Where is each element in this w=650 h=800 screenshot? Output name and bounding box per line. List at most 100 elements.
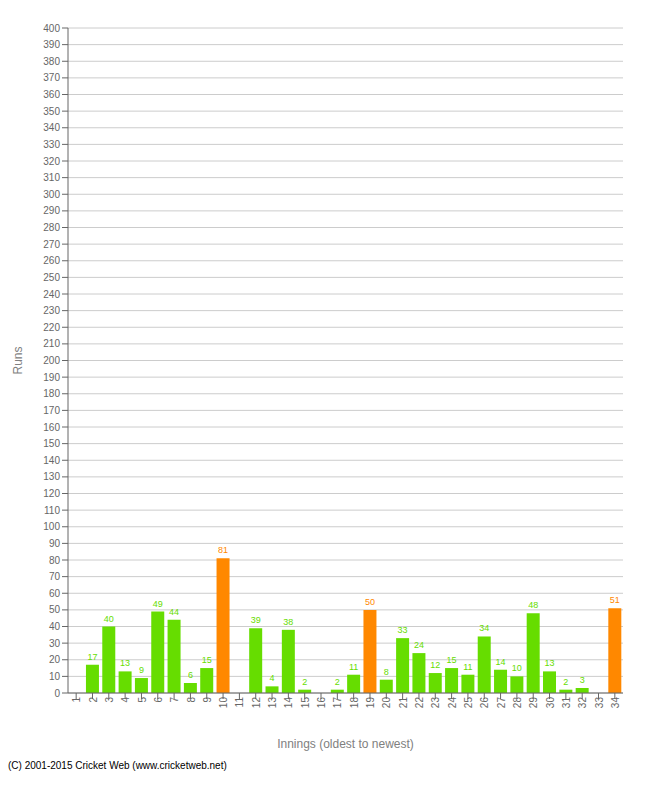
svg-text:6: 6 xyxy=(153,697,164,703)
svg-text:44: 44 xyxy=(169,607,179,617)
svg-text:14: 14 xyxy=(283,697,294,709)
svg-text:20: 20 xyxy=(381,697,392,709)
svg-text:50: 50 xyxy=(49,604,61,615)
svg-text:19: 19 xyxy=(365,697,376,709)
svg-text:50: 50 xyxy=(365,597,375,607)
svg-text:110: 110 xyxy=(44,505,60,516)
svg-text:33: 33 xyxy=(398,625,408,635)
svg-text:17: 17 xyxy=(87,652,97,662)
svg-text:40: 40 xyxy=(49,621,61,632)
svg-text:4: 4 xyxy=(120,697,131,703)
svg-text:170: 170 xyxy=(43,405,60,416)
svg-text:5: 5 xyxy=(137,697,148,703)
svg-text:280: 280 xyxy=(43,222,60,233)
svg-text:160: 160 xyxy=(43,422,60,433)
svg-text:4: 4 xyxy=(270,673,275,683)
svg-text:10: 10 xyxy=(49,671,61,682)
svg-text:400: 400 xyxy=(43,23,60,34)
svg-text:2: 2 xyxy=(563,677,568,687)
svg-text:9: 9 xyxy=(202,697,213,703)
svg-text:10: 10 xyxy=(218,697,229,709)
svg-text:34: 34 xyxy=(610,697,621,709)
svg-text:17: 17 xyxy=(332,697,343,709)
svg-text:210: 210 xyxy=(43,338,60,349)
svg-text:130: 130 xyxy=(43,471,60,482)
svg-text:310: 310 xyxy=(43,172,60,183)
svg-text:31: 31 xyxy=(561,697,572,709)
svg-text:270: 270 xyxy=(43,239,60,250)
svg-text:30: 30 xyxy=(49,638,61,649)
svg-text:320: 320 xyxy=(43,156,60,167)
svg-text:15: 15 xyxy=(202,655,212,665)
svg-text:21: 21 xyxy=(398,697,409,709)
svg-text:370: 370 xyxy=(43,72,60,83)
svg-text:2: 2 xyxy=(335,677,340,687)
svg-text:230: 230 xyxy=(43,305,60,316)
svg-text:290: 290 xyxy=(43,205,60,216)
svg-text:38: 38 xyxy=(283,617,293,627)
svg-text:30: 30 xyxy=(545,697,556,709)
svg-text:29: 29 xyxy=(528,697,539,709)
svg-text:190: 190 xyxy=(43,372,60,383)
svg-text:260: 260 xyxy=(43,255,60,266)
svg-text:70: 70 xyxy=(49,571,61,582)
svg-text:51: 51 xyxy=(610,595,620,605)
svg-text:8: 8 xyxy=(186,697,197,703)
svg-text:10: 10 xyxy=(512,663,522,673)
svg-text:120: 120 xyxy=(43,488,60,499)
svg-text:1: 1 xyxy=(71,697,82,703)
svg-text:23: 23 xyxy=(430,697,441,709)
svg-text:81: 81 xyxy=(218,545,228,555)
svg-text:3: 3 xyxy=(104,697,115,703)
svg-text:12: 12 xyxy=(430,660,440,670)
svg-text:220: 220 xyxy=(43,322,60,333)
svg-text:60: 60 xyxy=(49,588,61,599)
svg-text:380: 380 xyxy=(43,56,60,67)
svg-text:22: 22 xyxy=(414,697,425,709)
svg-text:Innings (oldest to newest): Innings (oldest to newest) xyxy=(277,737,414,751)
svg-text:25: 25 xyxy=(463,697,474,709)
svg-text:11: 11 xyxy=(463,662,472,672)
svg-text:24: 24 xyxy=(414,640,424,650)
svg-text:180: 180 xyxy=(43,388,60,399)
svg-text:20: 20 xyxy=(49,654,61,665)
svg-text:Runs: Runs xyxy=(11,346,25,374)
svg-text:3: 3 xyxy=(580,675,585,685)
svg-text:15: 15 xyxy=(300,697,311,709)
svg-text:26: 26 xyxy=(479,697,490,709)
svg-text:28: 28 xyxy=(512,697,523,709)
svg-text:27: 27 xyxy=(496,697,507,709)
svg-text:390: 390 xyxy=(43,39,60,50)
svg-text:140: 140 xyxy=(43,455,60,466)
svg-text:13: 13 xyxy=(120,658,130,668)
svg-text:200: 200 xyxy=(43,355,60,366)
svg-text:34: 34 xyxy=(479,623,489,633)
svg-text:49: 49 xyxy=(153,599,163,609)
svg-text:100: 100 xyxy=(43,521,60,532)
svg-text:13: 13 xyxy=(545,658,555,668)
svg-text:250: 250 xyxy=(43,272,60,283)
svg-text:12: 12 xyxy=(251,697,262,709)
svg-text:300: 300 xyxy=(43,189,60,200)
svg-text:24: 24 xyxy=(447,697,458,709)
svg-text:90: 90 xyxy=(49,538,61,549)
svg-text:48: 48 xyxy=(528,600,538,610)
svg-text:11: 11 xyxy=(349,662,358,672)
svg-text:16: 16 xyxy=(316,697,327,709)
svg-text:15: 15 xyxy=(447,655,457,665)
svg-text:9: 9 xyxy=(139,665,144,675)
svg-text:33: 33 xyxy=(594,697,605,709)
svg-text:340: 340 xyxy=(43,122,60,133)
svg-text:14: 14 xyxy=(496,657,506,667)
svg-text:360: 360 xyxy=(43,89,60,100)
svg-text:32: 32 xyxy=(577,697,588,709)
svg-text:0: 0 xyxy=(54,688,60,699)
svg-text:13: 13 xyxy=(267,697,278,709)
svg-text:39: 39 xyxy=(251,615,261,625)
svg-text:11: 11 xyxy=(234,697,245,708)
svg-text:2: 2 xyxy=(88,697,99,703)
svg-text:80: 80 xyxy=(49,555,61,566)
svg-text:40: 40 xyxy=(104,614,114,624)
svg-text:6: 6 xyxy=(188,670,193,680)
svg-text:350: 350 xyxy=(43,106,60,117)
